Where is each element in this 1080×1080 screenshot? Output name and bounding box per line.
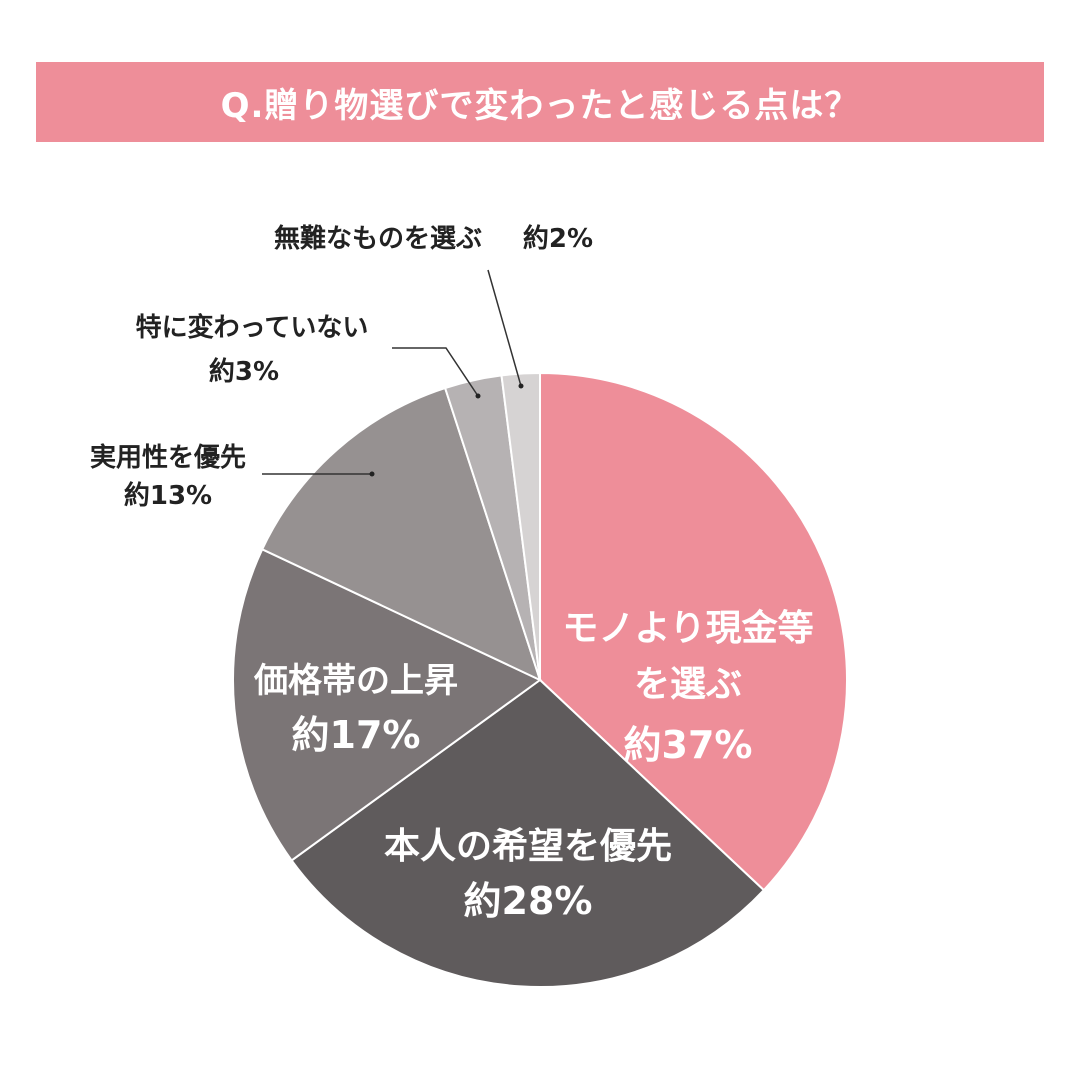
slice-label: を選ぶ bbox=[634, 664, 742, 705]
slice-label: 価格帯の上昇 bbox=[253, 661, 458, 701]
pie-slice-1 bbox=[539, 371, 848, 892]
slice-label: 無難なものを選ぶ bbox=[274, 224, 482, 254]
pie-slice-6 bbox=[500, 371, 541, 681]
leader-dot bbox=[369, 471, 375, 477]
leader-line bbox=[487, 269, 522, 387]
slice-value-label: 約2% bbox=[523, 223, 593, 254]
leader-dot bbox=[518, 383, 524, 389]
pie-slice-2 bbox=[290, 678, 766, 988]
slice-label: 実用性を優先 bbox=[90, 442, 246, 473]
slice-value-label: 約28% bbox=[464, 879, 593, 923]
slice-label: モノより現金等 bbox=[562, 607, 813, 649]
chart-title: Q.贈り物選びで変わったと感じる点は？ bbox=[220, 85, 860, 126]
slice-value-label: 約3% bbox=[209, 356, 279, 387]
slice-value-label: 約13% bbox=[124, 480, 212, 511]
pie-slice-4 bbox=[260, 386, 542, 682]
leader-line bbox=[392, 347, 479, 397]
leader-dot bbox=[475, 393, 481, 399]
slice-value-label: 約37% bbox=[624, 723, 753, 767]
title-banner: Q.贈り物選びで変わったと感じる点は？ bbox=[36, 62, 1044, 142]
slice-label: 特に変わっていない bbox=[136, 312, 369, 343]
slice-label: 本人の希望を優先 bbox=[384, 826, 672, 867]
slice-value-label: 約17% bbox=[292, 713, 421, 757]
pie-slice-3 bbox=[232, 547, 542, 862]
pie-slices bbox=[232, 371, 848, 988]
